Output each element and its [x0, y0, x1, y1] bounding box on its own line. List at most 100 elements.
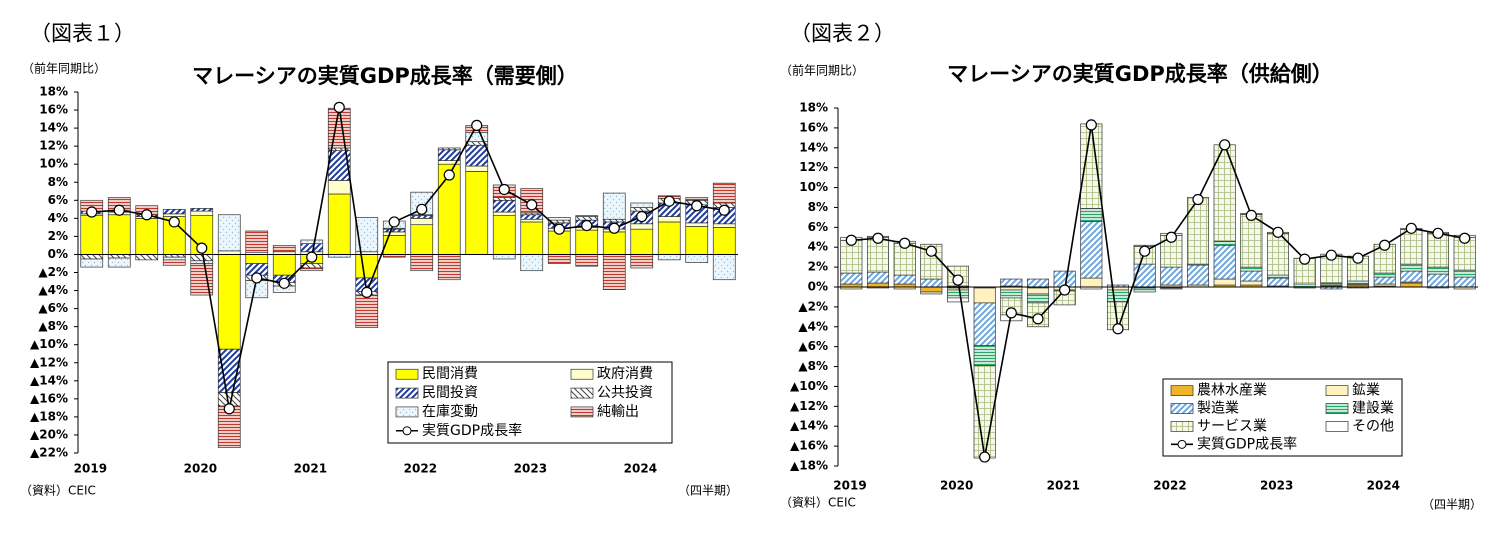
y-tick-label: 10%: [799, 180, 828, 194]
x-tick-label: 2023: [514, 462, 547, 476]
bar-segment: [547, 217, 571, 221]
bar-segment: [465, 171, 489, 255]
bar-segment: [1133, 263, 1156, 288]
bar-segment: [162, 256, 186, 261]
bar-segment: [437, 149, 461, 161]
bar-segment: [602, 218, 626, 223]
bar-segment: [107, 257, 131, 268]
bar-segment: [1106, 289, 1130, 303]
bar-segment: [920, 291, 943, 295]
legend-swatch: [1170, 385, 1194, 396]
bar-segment: [465, 165, 489, 172]
x-unit-label: （四半期）: [1422, 498, 1482, 512]
bar-segment: [80, 215, 104, 255]
legend-swatch: [1325, 385, 1349, 396]
line-marker: [691, 200, 703, 212]
legend-swatch: [395, 406, 419, 418]
bar-segment: [190, 263, 214, 296]
bar-segment: [382, 231, 406, 236]
figure-label: （図表１）: [30, 22, 135, 46]
figure-label: （図表２）: [790, 22, 895, 46]
x-unit-label: （四半期）: [678, 484, 738, 498]
line-marker: [608, 222, 620, 234]
bar-segment: [630, 228, 654, 255]
chart-title: マレーシアの実質GDP成長率（需要側）: [192, 64, 578, 88]
y-tick-label: ▲12%: [30, 355, 68, 369]
line-marker: [553, 223, 565, 235]
y-tick-label: ▲4%: [798, 319, 828, 333]
bar-segment: [840, 272, 863, 285]
chart-title: マレーシアの実質GDP成長率（供給側）: [947, 62, 1333, 86]
legend-swatch: [1177, 439, 1187, 449]
legend-box: [1162, 378, 1403, 457]
y-tick-label: 6%: [808, 220, 828, 234]
line-marker: [333, 101, 345, 113]
y-tick-label: ▲14%: [790, 419, 828, 433]
bar-segment: [327, 180, 351, 195]
bar-segment: [190, 210, 214, 216]
bar-segment: [1266, 274, 1290, 279]
bar-segment: [437, 254, 461, 281]
legend-label: サービス業: [1197, 418, 1267, 434]
bar-segment: [1240, 266, 1263, 272]
bar-segment: [1346, 280, 1370, 285]
bar-segment: [1160, 287, 1183, 290]
line-marker: [1165, 231, 1177, 243]
x-tick-label: 2023: [1260, 479, 1293, 493]
legend-swatch: [402, 426, 412, 436]
bar-segment: [1240, 280, 1263, 286]
bar-segment: [893, 274, 916, 285]
source: （資料）CEIC: [780, 496, 856, 510]
y-tick-label: 0%: [48, 247, 68, 261]
bar-segment: [685, 254, 709, 263]
x-tick-label: 2022: [1153, 479, 1186, 493]
line-marker: [979, 451, 991, 463]
bar-segment: [1453, 276, 1476, 288]
line-marker: [1299, 253, 1311, 265]
bar-segment: [1400, 282, 1423, 288]
bar-segment: [107, 214, 131, 255]
line-marker: [86, 206, 98, 218]
line-marker: [899, 237, 911, 249]
bar-segment: [162, 259, 186, 266]
bar-segment: [1080, 221, 1103, 279]
legend-swatch: [1325, 421, 1349, 432]
line-marker: [581, 219, 593, 232]
bar-segment: [520, 254, 544, 272]
line-marker: [1139, 245, 1151, 257]
bar-segment: [866, 271, 890, 284]
bar-segment: [492, 199, 516, 213]
bar-segment: [1000, 278, 1023, 287]
line-marker: [1379, 239, 1391, 251]
line-marker: [388, 216, 400, 228]
bar-segment: [1426, 266, 1450, 275]
line-marker: [196, 242, 208, 254]
bar-segment: [1080, 208, 1103, 222]
legend-swatch: [1170, 403, 1194, 414]
bar-segment: [190, 254, 214, 262]
bar-segment: [712, 254, 736, 281]
source: （資料）CEIC: [20, 484, 96, 498]
y-tick-label: 16%: [39, 103, 68, 117]
bar-segment: [245, 230, 269, 253]
bar-segment: [1080, 277, 1103, 288]
bar-segment: [272, 254, 296, 276]
y-tick-label: ▲22%: [30, 446, 68, 460]
bar-segment: [1133, 287, 1156, 293]
legend-label: その他: [1352, 418, 1394, 434]
bar-segment: [1000, 289, 1023, 299]
bar-segment: [1266, 277, 1290, 287]
bar-segment: [355, 294, 379, 328]
line-marker: [498, 183, 510, 196]
x-tick-label: 2021: [294, 462, 327, 476]
line-marker: [168, 216, 180, 228]
bar-segment: [135, 218, 159, 255]
bar-segment: [355, 217, 379, 253]
x-tick-label: 2024: [1367, 479, 1400, 493]
y-tick-label: ▲16%: [790, 439, 828, 453]
line-marker: [1405, 222, 1417, 234]
x-tick-label: 2024: [624, 462, 657, 476]
bar-segment: [1160, 266, 1183, 286]
y-tick-label: 0%: [808, 280, 828, 294]
bar-segment: [1400, 263, 1423, 272]
